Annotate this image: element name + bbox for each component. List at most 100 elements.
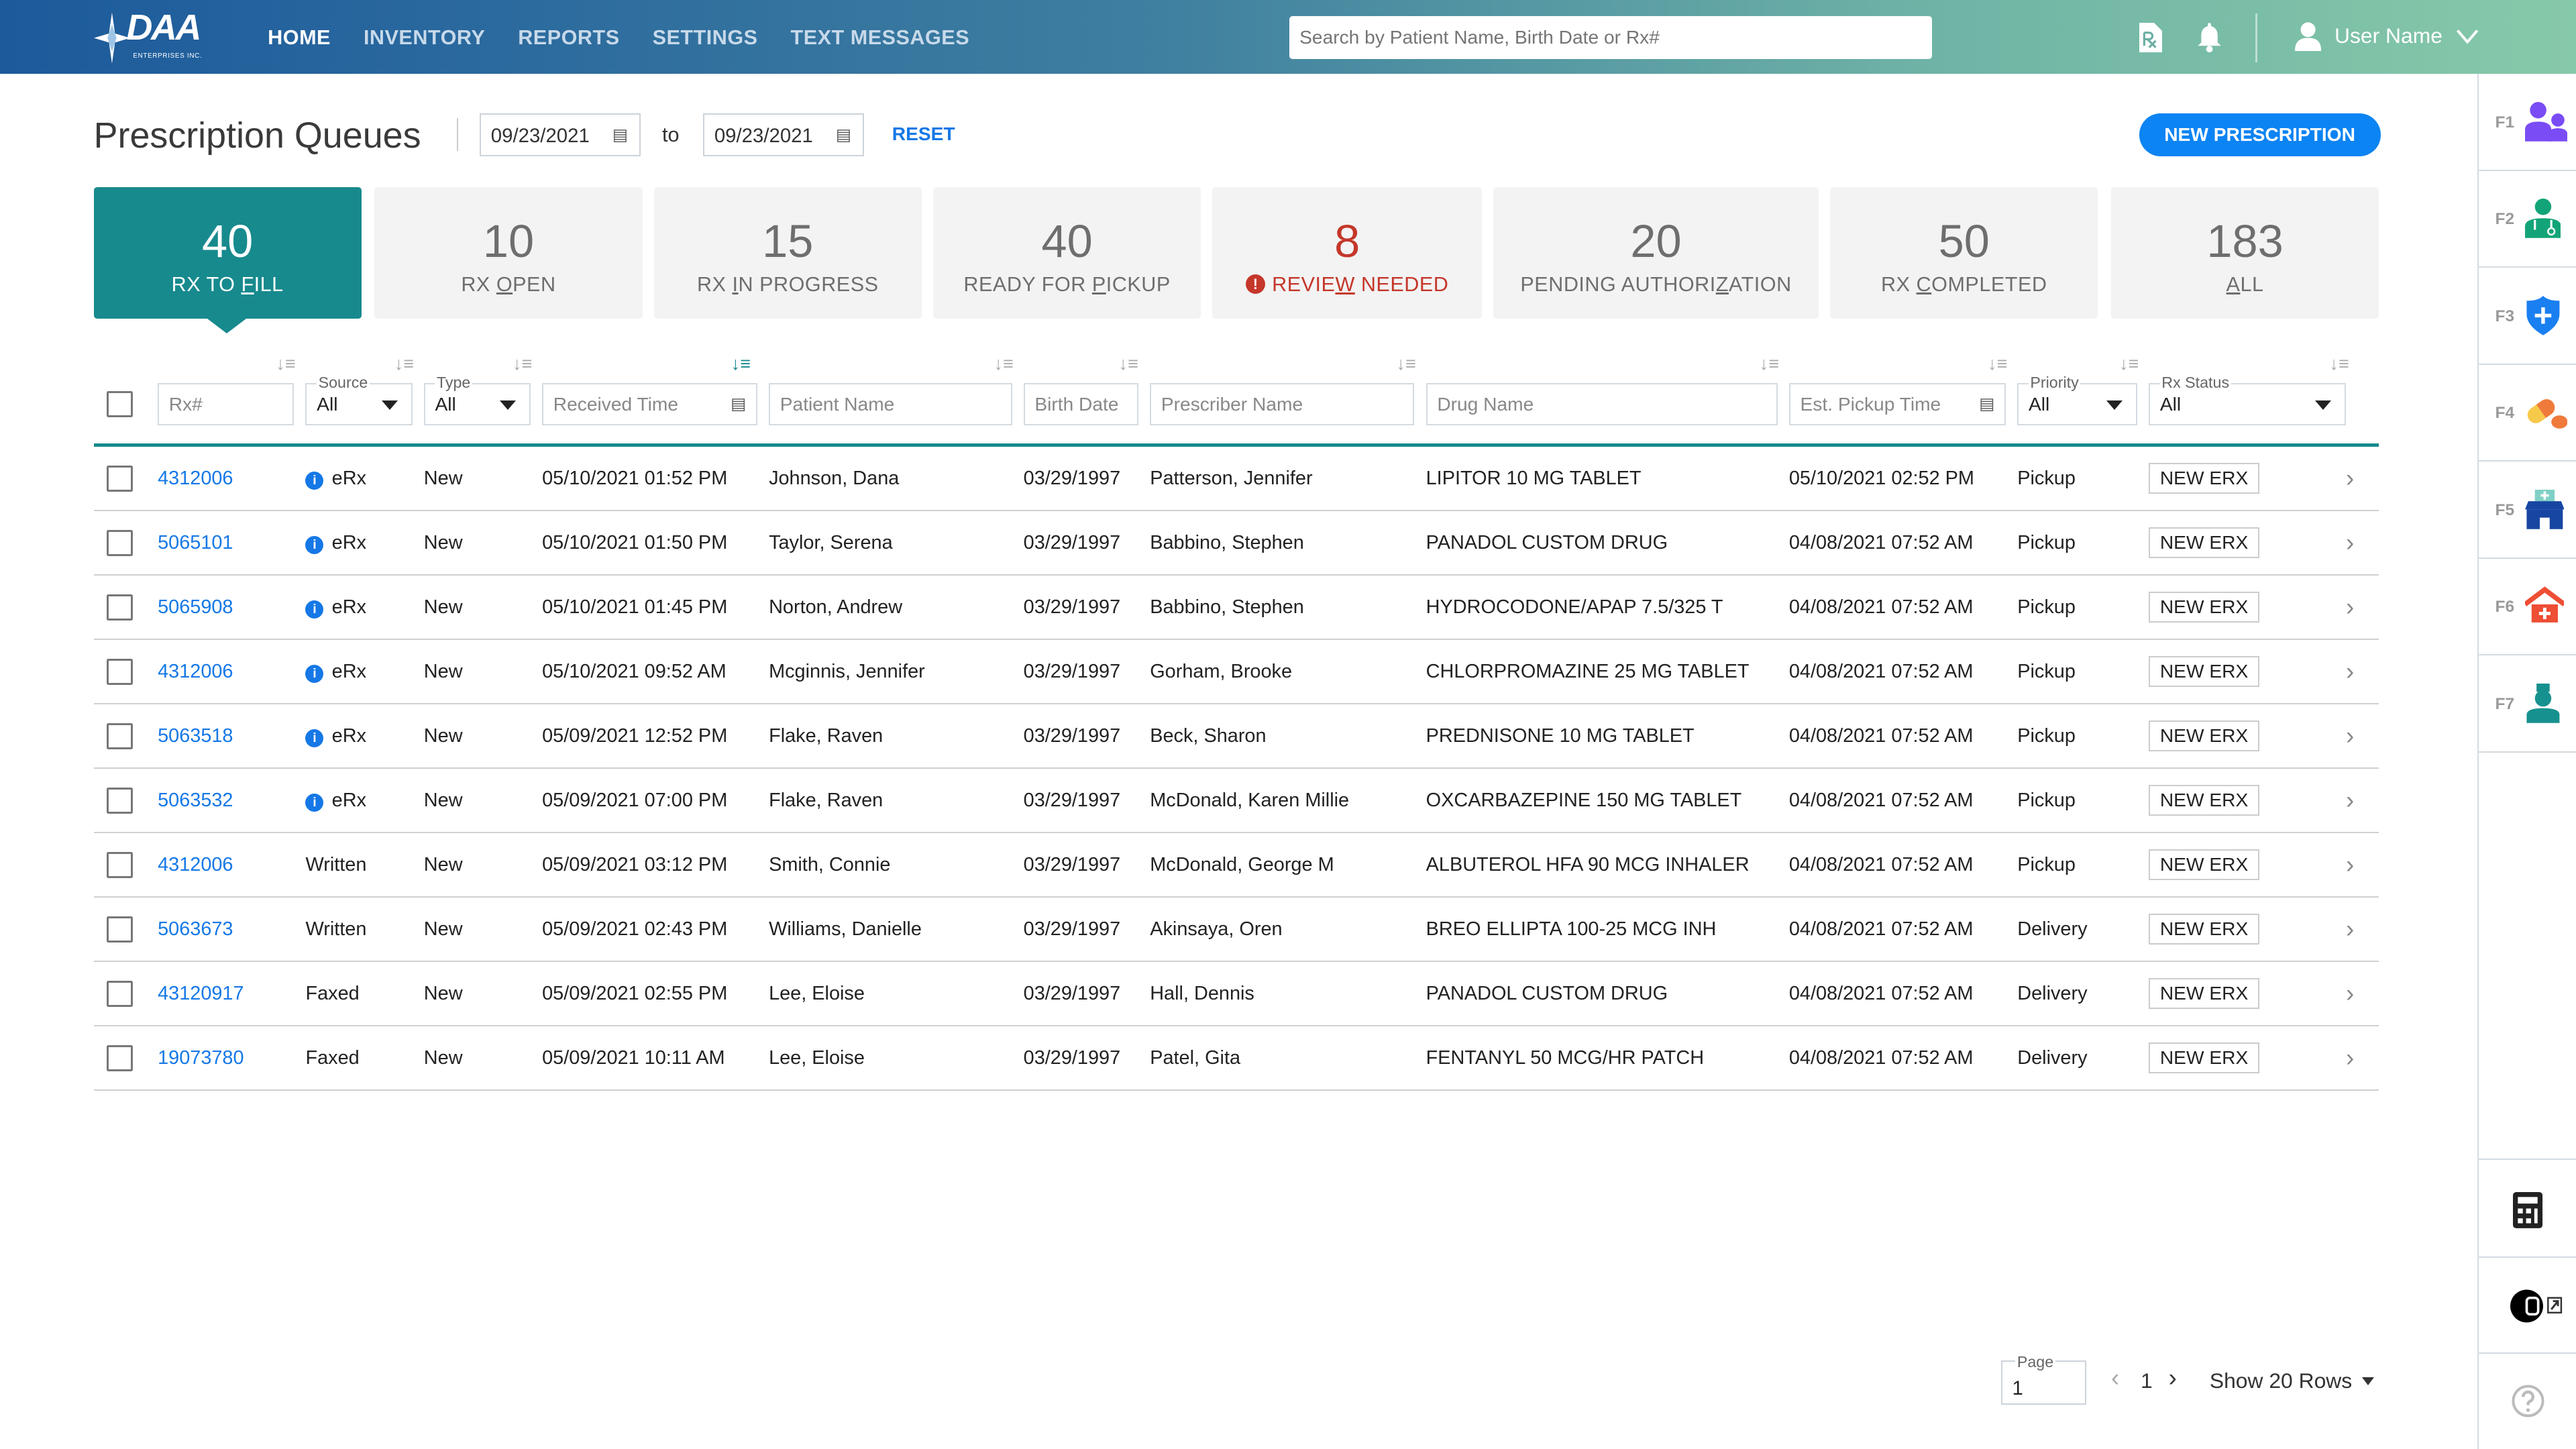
- table-row[interactable]: 5065908 i eRx New 05/10/2021 01:45 PM Norton,…: [93, 576, 2379, 641]
- row-chevron-right-icon[interactable]: ›: [2346, 786, 2355, 814]
- sort-patient-icon[interactable]: ↓≡: [994, 353, 1014, 374]
- rx-value[interactable]: 4312006: [158, 660, 233, 682]
- nav-inventory[interactable]: INVENTORY: [363, 26, 486, 50]
- cell-rx[interactable]: 43120917: [158, 983, 305, 1005]
- cell-rx[interactable]: 5063518: [158, 725, 305, 747]
- row-chevron-right-icon[interactable]: ›: [2346, 593, 2355, 621]
- cell-rx[interactable]: 5063673: [158, 918, 305, 941]
- date-from-input[interactable]: 09/23/2021 ▤: [480, 113, 641, 156]
- rows-per-page-select[interactable]: Show 20 Rows: [2210, 1368, 2374, 1393]
- row-chevron-right-icon[interactable]: ›: [2346, 851, 2355, 879]
- prev-page-icon[interactable]: ‹: [2110, 1363, 2120, 1391]
- rx-status-filter-select[interactable]: Rx Status All: [2149, 374, 2347, 426]
- page-number-input[interactable]: Page 1: [2000, 1353, 2087, 1405]
- date-to-input[interactable]: 09/23/2021 ▤: [703, 113, 865, 156]
- sort-rx-icon[interactable]: ↓≡: [276, 353, 296, 374]
- row-chevron-right-icon[interactable]: ›: [2346, 657, 2355, 686]
- calendar-icon[interactable]: ▤: [731, 395, 747, 414]
- row-checkbox[interactable]: [107, 529, 133, 556]
- sidebar-item-f3[interactable]: F3: [2479, 268, 2576, 365]
- nav-text-messages[interactable]: TEXT MESSAGES: [790, 26, 970, 50]
- prescriber-filter-input[interactable]: Prescriber Name: [1150, 382, 1415, 426]
- rx-value[interactable]: 19073780: [158, 1046, 244, 1069]
- row-checkbox[interactable]: [107, 787, 133, 814]
- rx-value[interactable]: 5063532: [158, 789, 233, 811]
- rx-value[interactable]: 5065908: [158, 596, 233, 618]
- tab-rx-to-fill[interactable]: 40 RX TO FILL: [93, 187, 362, 334]
- row-chevron-right-icon[interactable]: ›: [2346, 915, 2355, 943]
- row-checkbox[interactable]: [107, 980, 133, 1007]
- row-checkbox[interactable]: [107, 594, 133, 621]
- bell-icon[interactable]: [2196, 23, 2222, 53]
- priority-filter-select[interactable]: Priority All: [2017, 374, 2138, 426]
- tab-pending-authorization[interactable]: 20 PENDING AUTHORIZATION: [1493, 187, 1819, 319]
- row-chevron-right-icon[interactable]: ›: [2346, 1044, 2355, 1072]
- drug-name-filter-input[interactable]: Drug Name: [1426, 382, 1778, 426]
- row-chevron-right-icon[interactable]: ›: [2346, 464, 2355, 492]
- cell-rx[interactable]: 4312006: [158, 661, 305, 683]
- sort-priority-icon[interactable]: ↓≡: [2119, 353, 2139, 374]
- global-search-input[interactable]: [1289, 16, 1932, 60]
- calendar-icon[interactable]: ▤: [1979, 395, 1995, 414]
- sidebar-item-f7[interactable]: F7: [2479, 655, 2576, 753]
- cell-rx[interactable]: 4312006: [158, 854, 305, 876]
- new-prescription-button[interactable]: NEW PRESCRIPTION: [2139, 113, 2381, 156]
- company-logo[interactable]: DAA ENTERPRISES INC.: [93, 9, 219, 66]
- info-icon[interactable]: i: [305, 664, 324, 683]
- tab-rx-completed[interactable]: 50 RX COMPLETED: [1830, 187, 2098, 319]
- user-menu[interactable]: User Name: [2295, 21, 2479, 51]
- sort-source-icon[interactable]: ↓≡: [394, 353, 414, 374]
- row-chevron-right-icon[interactable]: ›: [2346, 979, 2355, 1008]
- calendar-icon[interactable]: ▤: [835, 125, 852, 144]
- rx-value[interactable]: 4312006: [158, 467, 233, 489]
- sort-drug-icon[interactable]: ↓≡: [1759, 353, 1779, 374]
- cell-rx[interactable]: 5065908: [158, 596, 305, 619]
- sidebar-item-f6[interactable]: F6: [2479, 559, 2576, 656]
- nav-reports[interactable]: REPORTS: [518, 26, 620, 50]
- info-icon[interactable]: i: [305, 729, 324, 747]
- sort-prescriber-icon[interactable]: ↓≡: [1396, 353, 1416, 374]
- row-checkbox[interactable]: [107, 1044, 133, 1071]
- sort-type-icon[interactable]: ↓≡: [513, 353, 533, 374]
- info-icon[interactable]: i: [305, 793, 324, 812]
- rx-filter-input[interactable]: Rx#: [158, 382, 294, 426]
- tab-rx-in-progress[interactable]: 15 RX IN PROGRESS: [653, 187, 922, 319]
- reset-button[interactable]: RESET: [892, 123, 955, 144]
- row-chevron-right-icon[interactable]: ›: [2346, 529, 2355, 557]
- sort-status-icon[interactable]: ↓≡: [2329, 353, 2349, 374]
- table-row[interactable]: 5063518 i eRx New 05/09/2021 12:52 PM Flake, …: [93, 704, 2379, 769]
- info-icon[interactable]: i: [305, 471, 324, 490]
- select-all-checkbox[interactable]: [107, 390, 133, 418]
- table-row[interactable]: 4312006 Written New 05/09/2021 03:12 PM Smit…: [93, 833, 2379, 898]
- row-checkbox[interactable]: [107, 722, 133, 749]
- birth-date-filter-input[interactable]: Birth Date: [1023, 382, 1139, 426]
- info-icon[interactable]: i: [305, 600, 324, 619]
- table-row[interactable]: 19073780 Faxed New 05/09/2021 10:11 AM Lee, …: [93, 1026, 2379, 1091]
- table-row[interactable]: 5063532 i eRx New 05/09/2021 07:00 PM Flake, …: [93, 769, 2379, 834]
- cell-rx[interactable]: 19073780: [158, 1047, 305, 1069]
- row-chevron-right-icon[interactable]: ›: [2346, 722, 2355, 750]
- sort-pickup-icon[interactable]: ↓≡: [1988, 353, 2008, 374]
- table-row[interactable]: 43120917 Faxed New 05/09/2021 02:55 PM Lee, …: [93, 962, 2379, 1027]
- cell-rx[interactable]: 4312006: [158, 468, 305, 490]
- sort-received-icon[interactable]: ↓≡: [731, 353, 751, 374]
- nav-home[interactable]: HOME: [268, 26, 331, 50]
- rx-value[interactable]: 5063518: [158, 724, 233, 747]
- table-row[interactable]: 4312006 i eRx New 05/10/2021 09:52 AM Mcginni…: [93, 640, 2379, 705]
- nav-settings[interactable]: SETTINGS: [652, 26, 758, 50]
- row-checkbox[interactable]: [107, 465, 133, 492]
- calculator-button[interactable]: [2479, 1158, 2576, 1257]
- tab-all[interactable]: 183 ALL: [2110, 187, 2379, 319]
- sidebar-item-f2[interactable]: F2: [2479, 171, 2576, 268]
- cell-rx[interactable]: 5063532: [158, 790, 305, 812]
- row-checkbox[interactable]: [107, 916, 133, 943]
- received-time-filter-input[interactable]: Received Time ▤: [542, 382, 757, 426]
- pickup-time-filter-input[interactable]: Est. Pickup Time ▤: [1788, 382, 2006, 426]
- rx-value[interactable]: 5065101: [158, 531, 233, 553]
- tab-ready-for-pickup[interactable]: 40 READY FOR PICKUP: [933, 187, 1201, 319]
- sidebar-item-f1[interactable]: F1: [2479, 74, 2576, 171]
- type-filter-select[interactable]: Type All: [423, 374, 531, 426]
- table-row[interactable]: 4312006 i eRx New 05/10/2021 01:52 PM Johnson…: [93, 447, 2379, 512]
- table-row[interactable]: 5063673 Written New 05/09/2021 02:43 PM Will…: [93, 898, 2379, 963]
- source-filter-select[interactable]: Source All: [305, 374, 413, 426]
